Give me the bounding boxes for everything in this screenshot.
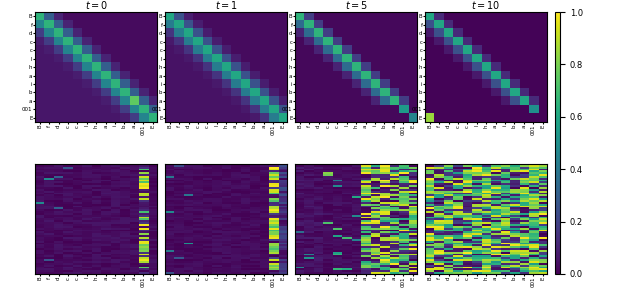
Title: $t = 1$: $t = 1$: [214, 0, 237, 11]
Title: $t = 10$: $t = 10$: [472, 0, 501, 11]
Title: $t = 5$: $t = 5$: [344, 0, 368, 11]
Title: $t = 0$: $t = 0$: [84, 0, 108, 11]
